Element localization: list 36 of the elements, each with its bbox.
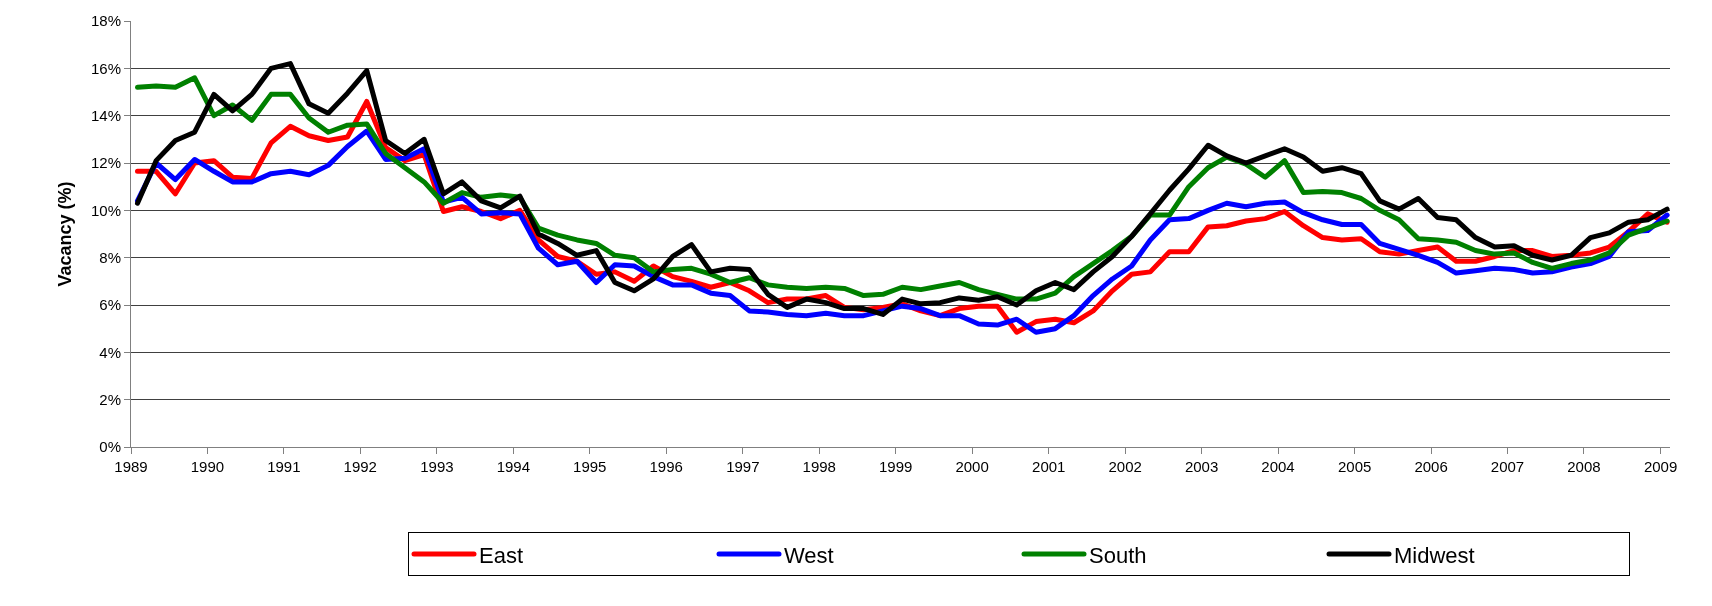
x-tick-label: 2004	[1261, 458, 1295, 475]
x-tick-label: 1996	[649, 458, 683, 475]
y-tick-label: 10%	[90, 201, 121, 219]
x-tick-label: 1991	[267, 458, 301, 475]
legend-label: Midwest	[1394, 542, 1475, 568]
y-axis-title: Vacancy (%)	[55, 181, 76, 287]
x-tick-label: 1999	[878, 458, 913, 475]
x-tick-label: 1989	[114, 458, 148, 475]
x-tick-label: 2009	[1643, 458, 1678, 475]
legend-label: West	[784, 542, 834, 568]
x-tick-label: 1993	[420, 458, 454, 475]
legend-label: East	[479, 542, 524, 568]
x-tick-label: 2001	[1032, 458, 1066, 475]
y-tick-label: 18%	[90, 12, 121, 30]
x-tick-label: 2003	[1184, 458, 1219, 475]
x-tick-label: 1992	[343, 458, 377, 475]
x-tick-label: 2000	[955, 458, 989, 475]
x-tick-label: 2005	[1337, 458, 1372, 475]
y-tick-label: 0%	[99, 438, 121, 456]
y-tick-label: 16%	[90, 59, 121, 77]
x-tick-label: 2007	[1490, 458, 1525, 475]
x-tick-label: 1997	[726, 458, 760, 475]
y-tick-label: 12%	[90, 154, 121, 172]
y-tick-label: 2%	[99, 390, 121, 408]
y-tick-label: 14%	[90, 106, 121, 124]
x-tick-label: 2006	[1414, 458, 1448, 475]
x-tick-label: 2002	[1108, 458, 1142, 475]
x-tick-label: 1998	[802, 458, 836, 475]
y-tick-label: 6%	[99, 296, 121, 314]
x-tick-label: 1990	[190, 458, 225, 475]
x-tick-label: 1995	[573, 458, 607, 475]
y-tick-label: 4%	[99, 343, 121, 361]
y-tick-label: 8%	[99, 248, 121, 266]
legend-label: South	[1089, 542, 1147, 568]
x-tick-label: 2008	[1567, 458, 1601, 475]
x-tick-label: 1994	[496, 458, 531, 475]
